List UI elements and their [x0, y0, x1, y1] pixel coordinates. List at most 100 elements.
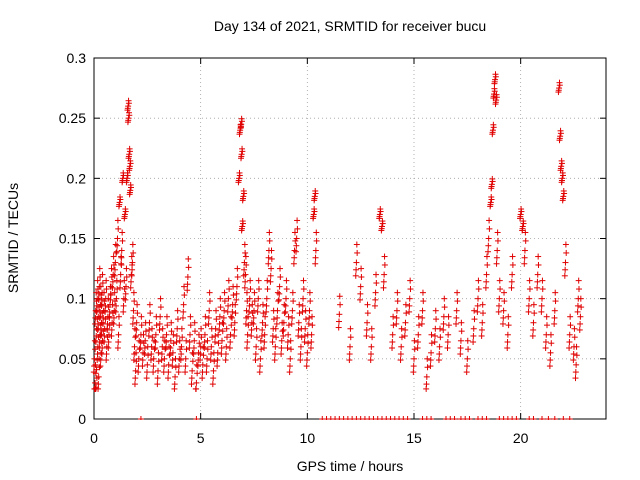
data-point [212, 325, 219, 332]
data-point [96, 265, 103, 272]
data-point [125, 109, 132, 116]
data-point [254, 302, 261, 309]
data-point [253, 343, 260, 350]
data-point [544, 322, 551, 329]
data-point [241, 284, 248, 291]
data-point [368, 351, 375, 358]
data-point [457, 345, 464, 352]
data-point [116, 322, 123, 329]
data-point [304, 349, 311, 356]
data-point [205, 320, 212, 327]
data-point [182, 355, 189, 362]
data-point [237, 123, 244, 130]
data-point [463, 369, 470, 376]
data-point [141, 351, 148, 358]
data-point [129, 320, 136, 327]
data-point [185, 264, 192, 271]
data-point [288, 346, 295, 353]
data-point [140, 349, 147, 356]
data-point [575, 277, 582, 284]
data-point [111, 307, 118, 314]
data-point [496, 302, 503, 309]
zero-value-marker [466, 416, 473, 420]
data-point [179, 334, 186, 341]
data-point [306, 289, 313, 296]
data-point [112, 241, 119, 248]
data-point [300, 286, 307, 293]
data-point [128, 253, 135, 260]
data-point [113, 302, 120, 309]
data-point [214, 357, 221, 364]
data-point [440, 326, 447, 333]
data-point [398, 343, 405, 350]
data-point [284, 345, 291, 352]
data-point [530, 319, 537, 326]
data-point [278, 351, 285, 358]
data-point [117, 271, 124, 278]
data-point [271, 357, 278, 364]
data-point [504, 345, 511, 352]
data-point [372, 296, 379, 303]
data-point [114, 217, 121, 224]
data-point [147, 357, 154, 364]
data-point [556, 135, 563, 142]
data-point [367, 357, 374, 364]
data-point [471, 307, 478, 314]
data-point [573, 352, 580, 359]
data-point [263, 295, 270, 302]
data-point [486, 225, 493, 232]
data-point [464, 355, 471, 362]
data-point [221, 289, 228, 296]
data-point [181, 292, 188, 299]
data-point [358, 274, 365, 281]
data-point [432, 307, 439, 314]
data-point [278, 337, 285, 344]
data-point [390, 313, 397, 320]
y-tick-label: 0.1 [67, 291, 87, 307]
data-point [127, 181, 134, 188]
data-point [573, 361, 580, 368]
data-point [145, 352, 152, 359]
data-point [464, 363, 471, 370]
data-point [149, 325, 156, 332]
data-point [312, 254, 319, 261]
data-point [378, 225, 385, 232]
data-point [233, 290, 240, 297]
data-point [547, 331, 554, 338]
data-point [287, 337, 294, 344]
data-point [139, 363, 146, 370]
data-point [91, 337, 98, 344]
data-point [572, 375, 579, 382]
data-point [108, 283, 115, 290]
data-point [398, 334, 405, 341]
data-point [491, 78, 498, 85]
data-point [577, 313, 584, 320]
data-point [201, 345, 208, 352]
data-point [196, 340, 203, 347]
data-point [376, 213, 383, 220]
data-point [566, 345, 573, 352]
data-point [526, 277, 533, 284]
data-point [562, 241, 569, 248]
data-point [411, 355, 417, 362]
data-point [103, 343, 110, 350]
data-point [133, 349, 140, 356]
data-point [201, 331, 208, 338]
data-point [233, 296, 240, 303]
data-point [519, 225, 526, 232]
data-point [299, 308, 306, 315]
data-point [113, 295, 120, 302]
data-point [103, 351, 110, 358]
data-point [272, 343, 279, 350]
data-point [114, 345, 121, 352]
data-point [241, 266, 248, 273]
data-point [204, 346, 211, 353]
data-point [194, 363, 201, 370]
data-point [241, 241, 248, 248]
data-point [243, 345, 250, 352]
data-point [113, 248, 120, 255]
data-point [539, 277, 546, 284]
data-point [402, 301, 409, 308]
data-point [268, 265, 275, 272]
data-point [115, 225, 122, 232]
